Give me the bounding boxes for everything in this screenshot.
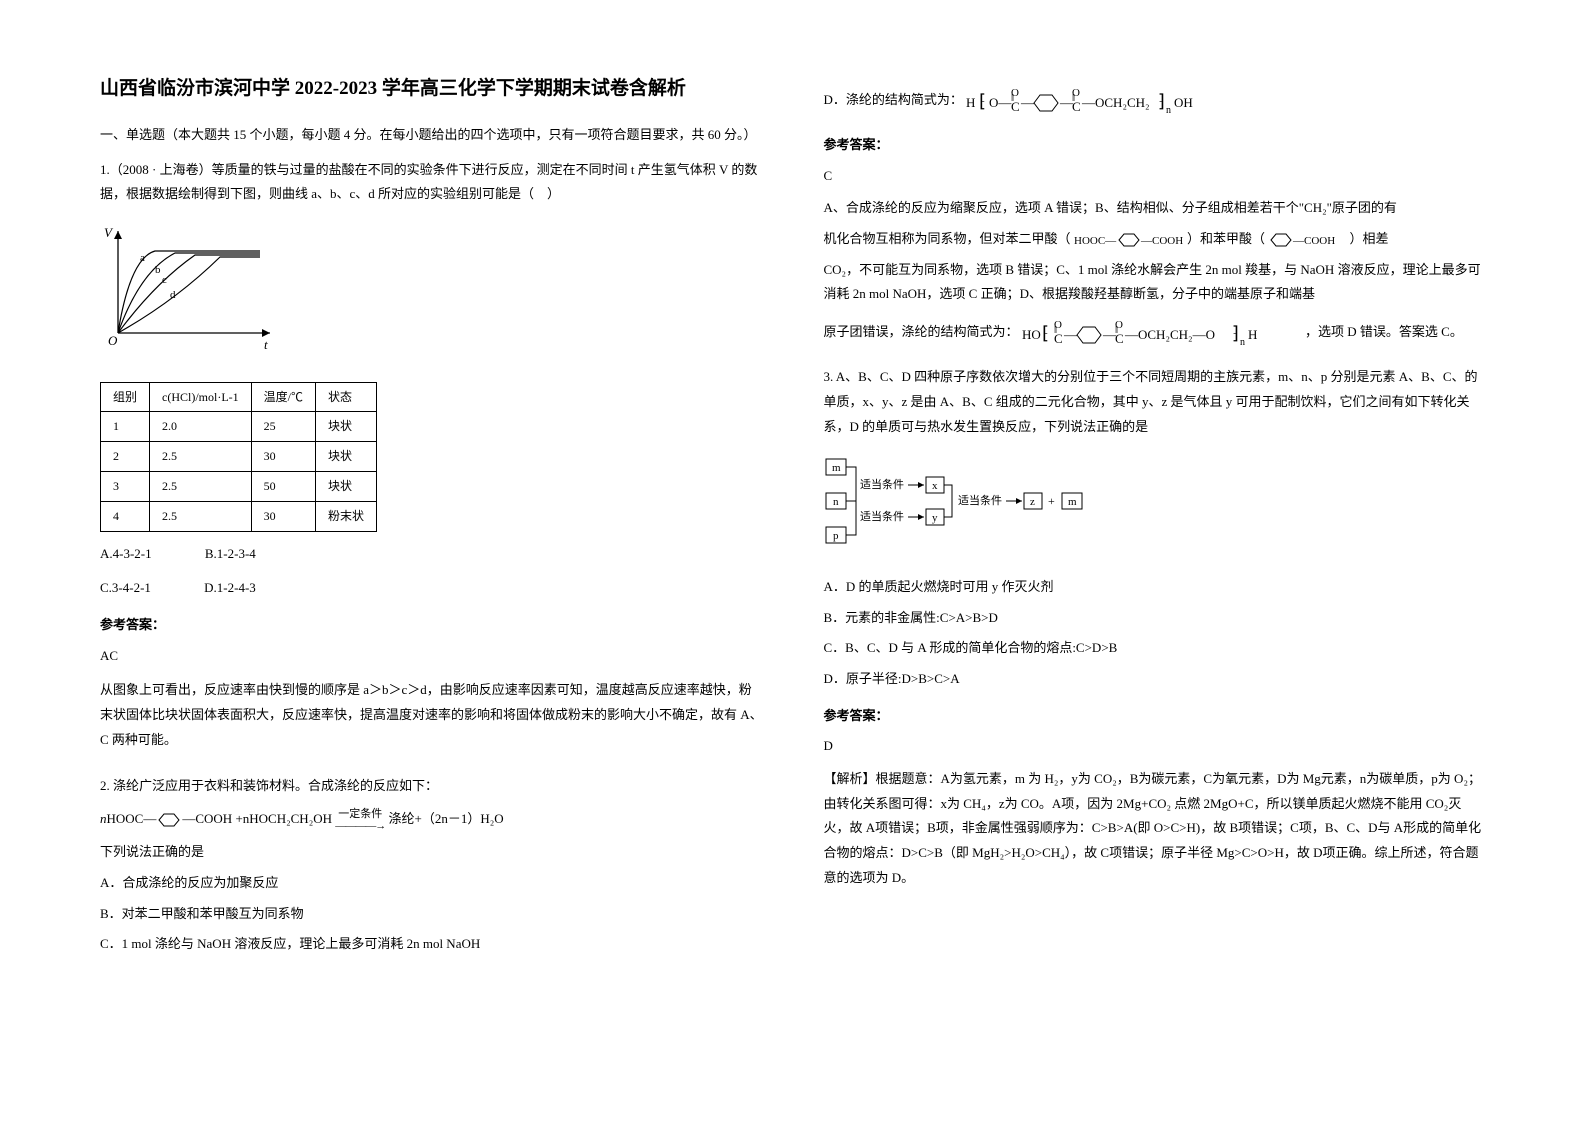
svg-text:C: C xyxy=(1011,99,1020,114)
q2-explain-3: CO₂，不可能互为同系物，选项 B 错误；C、1 mol 涤纶水解会产生 2n … xyxy=(824,258,1488,307)
q3-opt-c: C．B、C、D 与 A 形成的简单化合物的熔点:C>D>B xyxy=(824,636,1488,661)
q1-answer-label: 参考答案： xyxy=(100,613,764,638)
q2-equation: nHOOC——COOH +nHOCH₂CH₂OH 一定条件 ————→ 涤纶+（… xyxy=(100,807,764,832)
q1-opt-d: D.1-2-4-3 xyxy=(204,576,256,601)
section-heading: 一、单选题（本大题共 15 个小题，每小题 4 分。在每小题给出的四个选项中，只… xyxy=(100,124,764,146)
polymer-formula-d: H ⁅ O— O ‖ C — — O ‖ C —OCH₂CH₂ ⁆ n OH xyxy=(966,81,1236,121)
table-row: 42.530粉末状 xyxy=(101,501,377,531)
svg-text:适当条件: 适当条件 xyxy=(958,493,1002,507)
curve-d-label: d xyxy=(170,289,176,301)
curve-a-label: a xyxy=(140,252,145,264)
svg-text:—COOH: —COOH xyxy=(1292,235,1335,247)
q1-opt-a: A.4-3-2-1 xyxy=(100,542,152,567)
right-column: D．涤纶的结构简式为： H ⁅ O— O ‖ C — — O ‖ C —OCH₂… xyxy=(824,75,1488,1072)
q1-opt-c: C.3-4-2-1 xyxy=(100,576,151,601)
svg-text:—: — xyxy=(1063,327,1078,342)
svg-text:⁅: ⁅ xyxy=(1042,323,1049,343)
svg-text:—OCH₂CH₂—O: —OCH₂CH₂—O xyxy=(1124,327,1215,342)
q1-explain: 从图象上可看出，反应速率由快到慢的顺序是 a＞b＞c＞d，由影响反应速率因素可知… xyxy=(100,678,764,752)
q1-answer: AC xyxy=(100,644,764,669)
box-m2: m xyxy=(1068,496,1077,508)
left-column: 山西省临汾市滨河中学 2022-2023 学年高三化学下学期期末试卷含解析 一、… xyxy=(100,75,764,1072)
table-header-row: 组别 c(HCl)/mol·L-1 温度/℃ 状态 xyxy=(101,382,377,412)
q2-explain-4: 原子团错误，涤纶的结构简式为： HO ⁅ O ‖ C — — O ‖ C —OC… xyxy=(824,313,1488,353)
svg-text:⁆: ⁆ xyxy=(1232,323,1239,343)
q3-answer-label: 参考答案： xyxy=(824,704,1488,729)
q1-stem: 1.（2008 · 上海卷）等质量的铁与过量的盐酸在不同的实验条件下进行反应，测… xyxy=(100,158,764,207)
page-title: 山西省临汾市滨河中学 2022-2023 学年高三化学下学期期末试卷含解析 xyxy=(100,75,764,104)
q3-diagram: m n p 适当条件 x 适当条件 y 适当条件 z + m xyxy=(824,455,1124,550)
q2-explain-1: A、合成涤纶的反应为缩聚反应，选项 A 错误；B、结构相似、分子组成相差若干个"… xyxy=(824,196,1488,221)
svg-text:HO: HO xyxy=(1022,327,1041,342)
svg-text:C: C xyxy=(1072,99,1081,114)
q2-opt-b: B．对苯二甲酸和苯甲酸互为同系物 xyxy=(100,902,764,927)
svg-text:⁆: ⁆ xyxy=(1158,91,1165,111)
svg-text:O—: O— xyxy=(989,95,1012,110)
th: 状态 xyxy=(316,382,377,412)
q2-stem: 2. 涤纶广泛应用于衣料和装饰材料。合成涤纶的反应如下： xyxy=(100,774,764,799)
svg-text:+: + xyxy=(1048,494,1055,508)
th: c(HCl)/mol·L-1 xyxy=(150,382,252,412)
svg-text:C: C xyxy=(1115,331,1124,346)
q3-answer: D xyxy=(824,734,1488,759)
svg-text:—: — xyxy=(1020,95,1035,110)
box-z: z xyxy=(1030,496,1035,508)
q2-below: 下列说法正确的是 xyxy=(100,840,764,865)
svg-text:H: H xyxy=(966,95,975,110)
q1-graph: a b c d V t O xyxy=(100,223,280,353)
polymer-formula-correct: HO ⁅ O ‖ C — — O ‖ C —OCH₂CH₂—O ⁆ n H xyxy=(1022,313,1302,353)
svg-text:OH: OH xyxy=(1174,95,1193,110)
svg-text:—COOH: —COOH xyxy=(1140,235,1183,247)
svg-text:适当条件: 适当条件 xyxy=(860,477,904,491)
svg-text:O: O xyxy=(108,333,118,348)
svg-text:n: n xyxy=(1240,337,1245,348)
q1-opt-b: B.1-2-3-4 xyxy=(205,542,256,567)
box-x: x xyxy=(932,480,938,492)
svg-text:H: H xyxy=(1248,327,1257,342)
box-n: n xyxy=(833,496,839,508)
svg-text:n: n xyxy=(1166,105,1171,116)
axis-x-label: t xyxy=(264,337,268,352)
svg-text:—OCH₂CH₂: —OCH₂CH₂ xyxy=(1081,95,1150,110)
svg-text:适当条件: 适当条件 xyxy=(860,509,904,523)
box-y: y xyxy=(932,512,938,524)
q1-table: 组别 c(HCl)/mol·L-1 温度/℃ 状态 12.025块状 22.53… xyxy=(100,382,377,532)
q2-answer: C xyxy=(824,164,1488,189)
curve-c-label: c xyxy=(162,274,167,286)
q2-opt-a: A．合成涤纶的反应为加聚反应 xyxy=(100,871,764,896)
th: 组别 xyxy=(101,382,150,412)
q3-opt-a: A．D 的单质起火燃烧时可用 y 作灭火剂 xyxy=(824,575,1488,600)
q2-answer-label: 参考答案： xyxy=(824,133,1488,158)
svg-text:⁅: ⁅ xyxy=(979,91,986,111)
curve-b-label: b xyxy=(155,264,161,276)
box-m: m xyxy=(832,462,841,474)
benzene-cooh-icon: —COOH xyxy=(1268,232,1346,248)
table-row: 22.530块状 xyxy=(101,442,377,472)
q2-explain-2: 机化合物互相称为同系物，但对苯二甲酸（ HOOC——COOH ）和苯甲酸（ —C… xyxy=(824,227,1488,252)
hooc-benzene-cooh-icon: HOOC— —COOH xyxy=(1074,232,1184,248)
benzene-icon xyxy=(156,813,182,827)
q3-stem: 3. A、B、C、D 四种原子序数依次增大的分别位于三个不同短周期的主族元素，m… xyxy=(824,365,1488,439)
svg-text:C: C xyxy=(1054,331,1063,346)
q2-opt-c: C．1 mol 涤纶与 NaOH 溶液反应，理论上最多可消耗 2n mol Na… xyxy=(100,932,764,957)
q1-options: A.4-3-2-1 B.1-2-3-4 xyxy=(100,542,764,567)
table-row: 12.025块状 xyxy=(101,412,377,442)
q3-explain: 【解析】根据题意：A为氢元素，m 为 H₂，y为 CO₂，B为碳元素，C为氧元素… xyxy=(824,767,1488,890)
table-row: 32.550块状 xyxy=(101,472,377,502)
q3-opt-b: B．元素的非金属性:C>A>B>D xyxy=(824,606,1488,631)
axis-y-label: V xyxy=(104,225,114,240)
box-p: p xyxy=(833,530,839,542)
q3-opt-d: D．原子半径:D>B>C>A xyxy=(824,667,1488,692)
th: 温度/℃ xyxy=(251,382,315,412)
svg-text:HOOC—: HOOC— xyxy=(1074,235,1117,247)
q1-options-2: C.3-4-2-1 D.1-2-4-3 xyxy=(100,576,764,601)
q2-opt-d: D．涤纶的结构简式为： H ⁅ O— O ‖ C — — O ‖ C —OCH₂… xyxy=(824,81,1488,121)
